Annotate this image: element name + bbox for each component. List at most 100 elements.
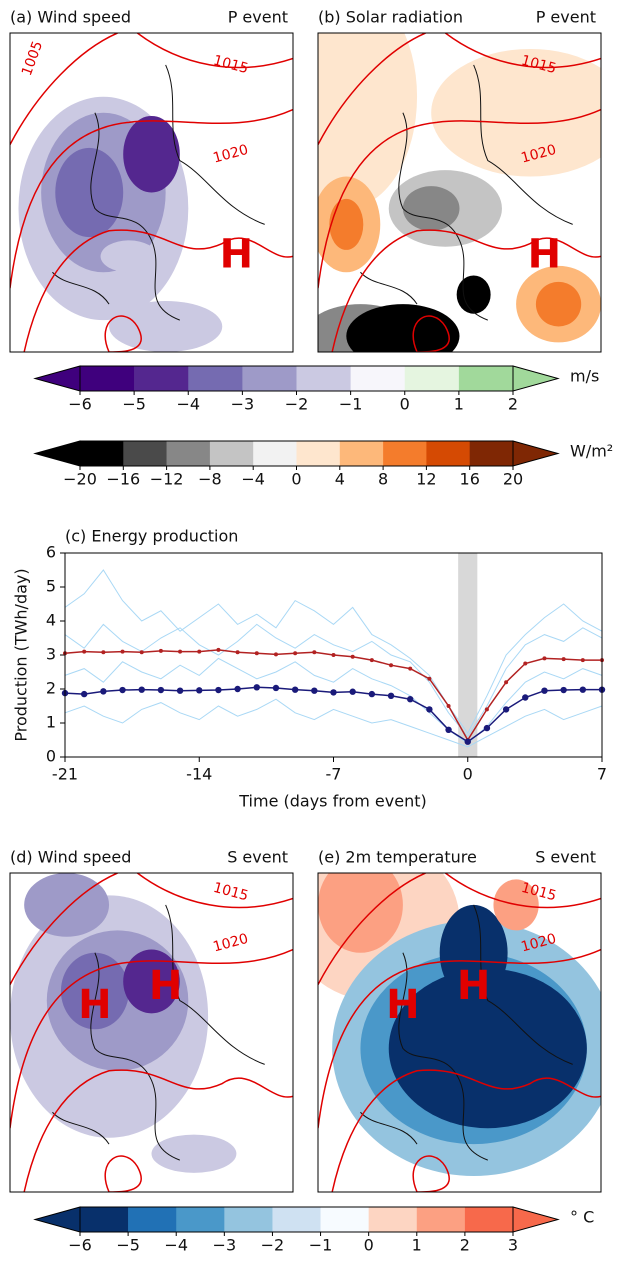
colorbar-bin [80, 1207, 129, 1232]
pressure-contour [10, 950, 293, 1129]
series-line [64, 569, 603, 735]
coastline [360, 65, 572, 320]
series-point [82, 649, 87, 654]
series-point [216, 647, 221, 652]
map-shading [60, 952, 129, 1030]
map-shading [123, 115, 180, 193]
colorbar-extend [33, 1206, 81, 1233]
series-point [272, 684, 280, 692]
series-point [178, 649, 183, 654]
map-shading [431, 48, 601, 177]
series-point [176, 687, 184, 694]
high-pressure-marker: H [457, 963, 490, 1009]
map-frame [9, 32, 294, 353]
colorbar-tick-label: −4 [176, 395, 200, 414]
map-shading [318, 873, 403, 953]
high-pressure-marker: H [149, 963, 182, 1009]
panel-title: (e) 2m temperature [318, 848, 477, 867]
map-lines [10, 33, 293, 352]
x-tick-label: 7 [597, 765, 607, 784]
colorbar-bin [296, 441, 341, 466]
high-pressure-marker: H [386, 982, 419, 1028]
colorbar-bin [368, 1207, 418, 1232]
colorbar-extend [512, 440, 560, 467]
pressure-contour [318, 873, 426, 985]
pressure-contour [318, 950, 601, 1129]
series-point [196, 687, 203, 694]
pressure-contour [24, 230, 293, 352]
panel-title: (a) Wind speed [10, 8, 131, 27]
pressure-contour [10, 110, 293, 289]
colorbar-tick-label: 0 [291, 470, 301, 489]
colorbar-tick-label: 12 [416, 470, 436, 489]
map-shading [100, 240, 158, 273]
pressure-contour [445, 873, 601, 908]
pressure-contour [24, 1070, 293, 1192]
series-point [138, 686, 145, 693]
map-lines [318, 33, 601, 352]
map-shading [329, 198, 364, 250]
series-point [464, 738, 471, 745]
colorbar-bin [320, 1207, 369, 1232]
series-point [560, 686, 567, 694]
series-point [312, 650, 317, 655]
pressure-contour [445, 33, 601, 68]
series-point [254, 651, 259, 656]
map-frame [317, 872, 602, 1193]
colorbar-bin [80, 441, 124, 466]
series-point [541, 687, 548, 694]
colorbar-tick-label: −16 [106, 470, 140, 489]
colorbar-bin [272, 1207, 321, 1232]
series-line [64, 698, 603, 748]
colorbar-tick-label: 20 [503, 470, 523, 489]
colorbar-extend [512, 1206, 560, 1233]
map-shading [456, 275, 491, 314]
panel-event: S event [535, 848, 596, 867]
colorbar-bin [80, 366, 135, 391]
colorbar-tick-label: −2 [285, 395, 309, 414]
series-point [504, 680, 509, 685]
map-shading [151, 1134, 237, 1173]
series-point [387, 692, 395, 699]
series-point [483, 724, 491, 732]
plot-frame [64, 552, 603, 758]
pressure-contour [105, 1156, 141, 1192]
colorbar-bin [416, 1207, 466, 1232]
series-point [158, 648, 163, 653]
series-point [235, 650, 240, 655]
series-point [445, 726, 452, 733]
colorbar-tick-label: 2 [508, 395, 518, 414]
pressure-contour [413, 316, 449, 352]
colorbar-bin [123, 441, 167, 466]
pressure-contour [137, 873, 293, 908]
series-point [350, 654, 355, 659]
colorbar-bin [458, 366, 514, 391]
map-shading [318, 33, 418, 209]
chart-title: (c) Energy production [65, 527, 238, 546]
pressure-contour [10, 33, 118, 145]
colorbar-tick-label: 8 [378, 470, 388, 489]
pressure-contour [10, 873, 118, 985]
series-point [253, 684, 260, 691]
colorbar-bin [224, 1207, 273, 1232]
y-tick-label: 6 [46, 543, 56, 562]
map-lines [10, 873, 293, 1192]
panel-event: P event [536, 8, 596, 27]
series-point [273, 652, 278, 657]
y-tick-label: 3 [46, 645, 56, 664]
colorbar-tick-label: −1 [339, 395, 363, 414]
series-point [369, 658, 374, 663]
pressure-contour [318, 110, 601, 289]
colorbar-frame [79, 1206, 514, 1233]
panel-event: P event [228, 8, 288, 27]
colorbar-bin [209, 441, 254, 466]
series-point [119, 686, 126, 694]
high-pressure-marker: H [528, 231, 561, 277]
series-point [291, 686, 299, 693]
pressure-contour [137, 33, 293, 68]
colorbar-tick-label: −5 [122, 395, 146, 414]
colorbar-tick-label: 1 [454, 395, 464, 414]
